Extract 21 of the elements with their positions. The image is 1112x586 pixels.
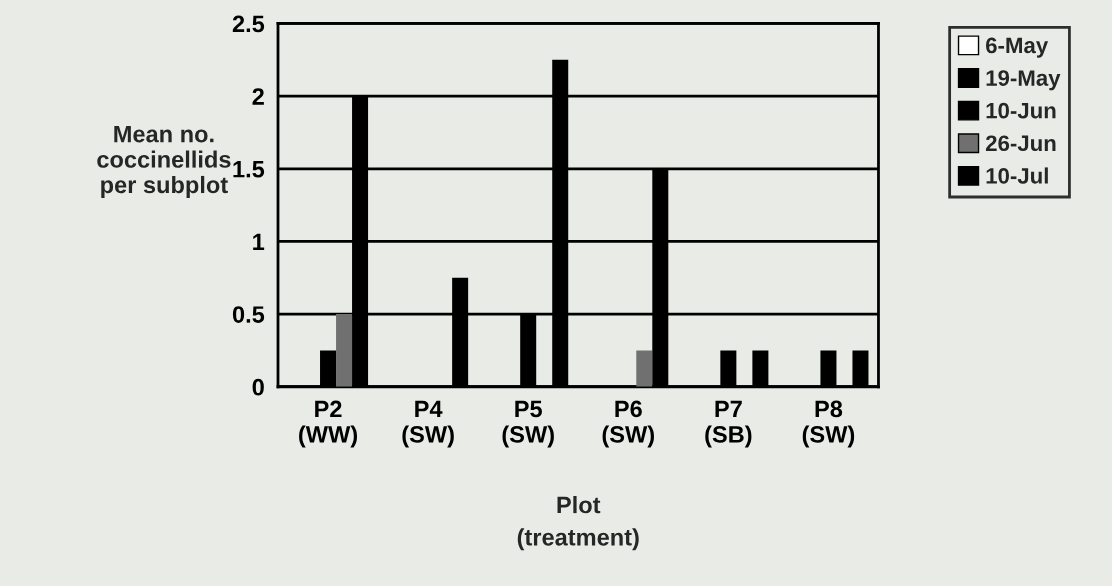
x-tick-label: P4 (SW) [402,400,454,448]
x-axis-title: Plot (treatment) [517,496,639,551]
x-tick-label: P2 (WW) [299,400,358,448]
y-tick-label: 0 [252,378,264,396]
legend-label: 10-Jul [986,167,1048,184]
legend-label: 10-Jun [986,102,1056,119]
x-tick-label: P7 (SB) [705,400,752,448]
y-tick-label: 2 [252,88,264,105]
y-tick-label: 0.5 [232,306,265,323]
bar [636,350,653,387]
legend-label: 19-May [986,70,1061,91]
x-tick-label: P6 (SW) [602,400,654,448]
x-tick-label: P8 (SW) [802,400,855,448]
legend-label: 6-May [986,37,1049,58]
y-axis-title: Mean no. coccinellids per subplot [97,125,231,198]
bar [336,314,353,387]
y-tick-label: 1.5 [233,161,265,178]
legend-label: 26-Jun [985,135,1056,152]
x-tick-label: P5 (SW) [502,400,554,448]
y-tick-label: 2.5 [232,15,265,33]
y-tick-label: 1 [253,233,265,250]
